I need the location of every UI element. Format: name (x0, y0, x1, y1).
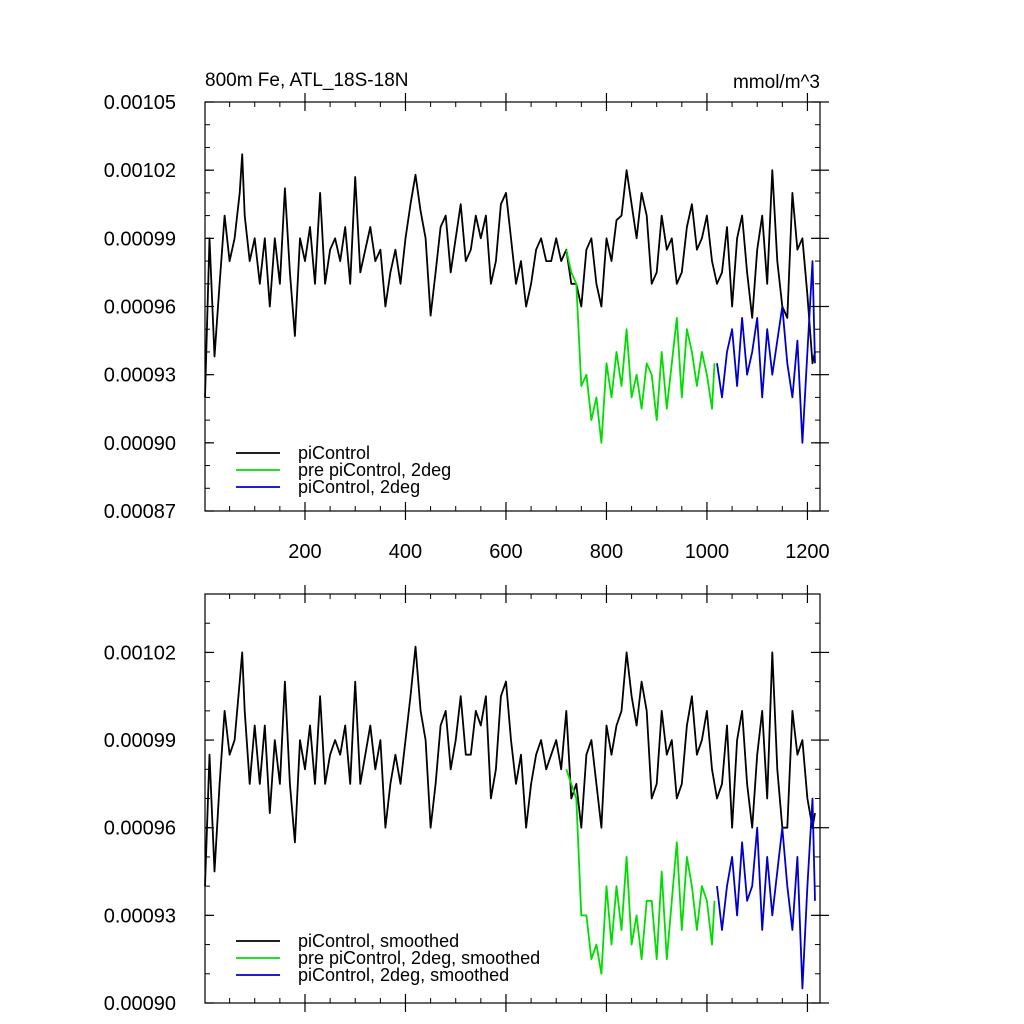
top-axes-group: 200 400 600 800 1000 1200 0.00087 0.00090 0.0009… (104, 92, 830, 563)
y-tick-label: 0.00093 (104, 905, 176, 927)
top-chart-title: 800m Fe, ATL_18S-18N (205, 70, 408, 91)
y-tick-label: 0.00096 (104, 818, 176, 840)
top-series-group (204, 153, 816, 444)
x-tick-label: 1000 (685, 541, 730, 563)
y-tick-label: 0.00099 (104, 730, 176, 752)
series-line-2 (716, 797, 816, 990)
y-tick-label: 0.00102 (104, 160, 176, 182)
legend-label-0: piControl, smoothed (298, 931, 459, 951)
series-line-1 (565, 249, 716, 444)
series-line-1 (565, 769, 716, 975)
y-tick-label: 0.00087 (104, 501, 176, 523)
legend-label-2: piControl, 2deg, smoothed (298, 965, 509, 985)
series-line-0 (204, 645, 816, 887)
y-tick-label: 0.00102 (104, 642, 176, 664)
bottom-panel: 0.00090 0.00093 0.00096 0.00099 0.00102 piCo… (104, 585, 829, 1015)
top-chart-units: mmol/m^3 (733, 72, 820, 93)
legend-label-0: piControl (298, 443, 370, 463)
x-tick-label: 200 (288, 541, 321, 563)
series-line-0 (204, 153, 816, 398)
legend-label-1: pre piControl, 2deg, smoothed (298, 948, 540, 968)
y-tick-label: 0.00093 (104, 365, 176, 387)
x-tick-label: 600 (489, 541, 522, 563)
y-tick-label: 0.00096 (104, 297, 176, 319)
legend-label-2: piControl, 2deg (298, 477, 420, 497)
x-tick-label: 400 (389, 541, 422, 563)
legend-label-1: pre piControl, 2deg (298, 460, 451, 480)
y-tick-label: 0.00099 (104, 228, 176, 250)
y-tick-label: 0.00090 (104, 993, 176, 1015)
y-tick-label: 0.00105 (104, 92, 176, 114)
y-tick-label: 0.00090 (104, 433, 176, 455)
x-tick-label: 1200 (785, 541, 830, 563)
bottom-series-group (204, 645, 816, 990)
x-tick-label: 800 (590, 541, 623, 563)
top-panel: 800m Fe, ATL_18S-18N mmol/m^3 200 400 600 8… (104, 70, 830, 563)
series-line-2 (716, 260, 816, 444)
bottom-axes-group: 0.00090 0.00093 0.00096 0.00099 0.00102 (104, 585, 829, 1015)
